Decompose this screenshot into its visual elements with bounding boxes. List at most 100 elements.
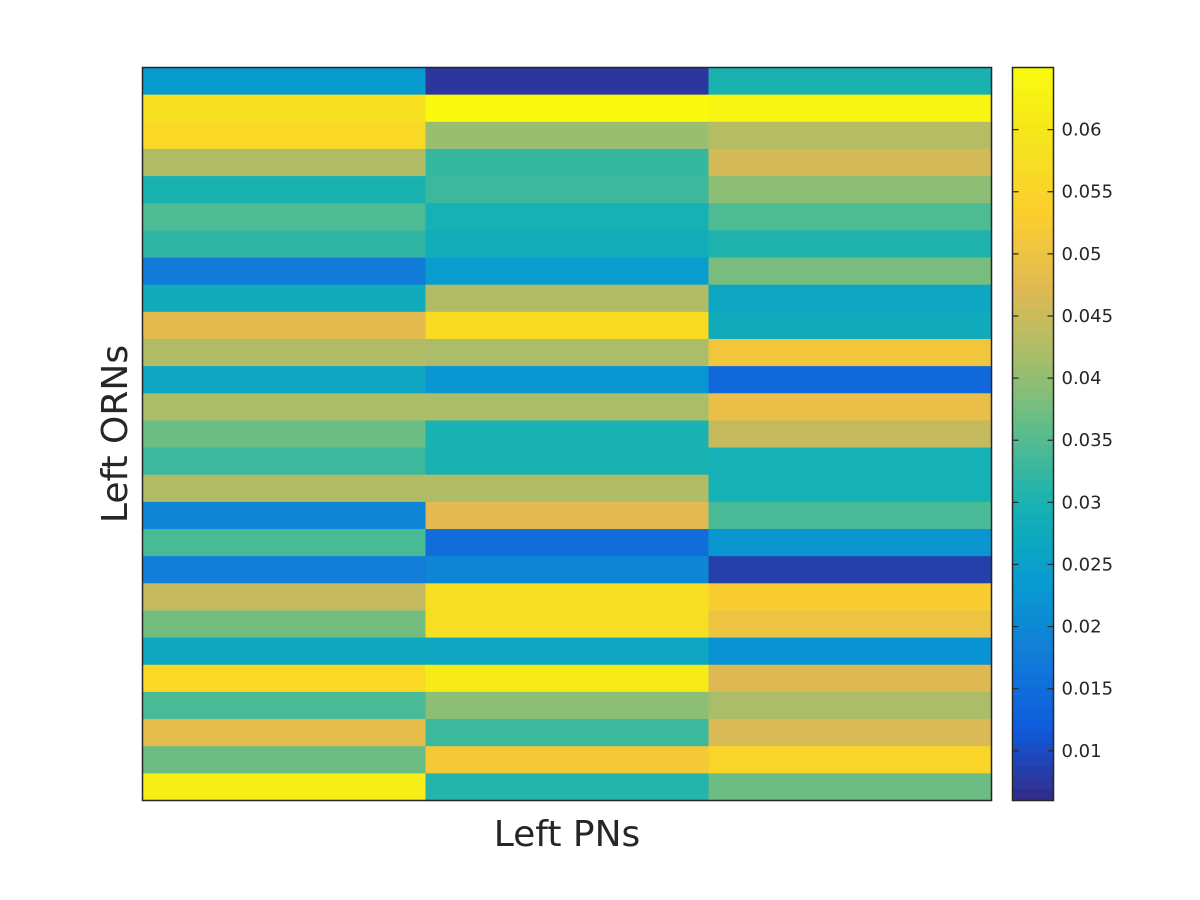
- heatmap-cell: [142, 176, 427, 204]
- colorbar-band: [1012, 434, 1054, 447]
- heatmap-cell: [708, 746, 993, 774]
- heatmap-cell: [142, 447, 427, 476]
- colorbar-tick-label: 0.06: [1062, 120, 1102, 141]
- heatmap-cell: [425, 556, 710, 584]
- colorbar-band: [1012, 330, 1054, 343]
- heatmap-cell: [425, 447, 710, 476]
- colorbar-band: [1012, 754, 1054, 767]
- heatmap-cell: [142, 529, 427, 557]
- heatmap-cell: [708, 420, 993, 449]
- heatmap-cell: [708, 366, 993, 394]
- heatmap-cell: [142, 338, 427, 367]
- heatmap-cell: [708, 393, 993, 422]
- heatmap-cell: [708, 583, 993, 612]
- heatmap-cell: [708, 67, 993, 96]
- heatmap-cell: [142, 420, 427, 449]
- heatmap-cell: [425, 637, 710, 666]
- colorbar-band: [1012, 525, 1054, 538]
- heatmap-cell: [142, 366, 427, 394]
- heatmap-cell: [142, 284, 427, 313]
- heatmap-cell: [708, 501, 993, 530]
- heatmap-cell: [142, 148, 427, 177]
- colorbar-band: [1012, 262, 1054, 275]
- heatmap-cell: [142, 393, 427, 422]
- colorbar-band: [1012, 147, 1054, 160]
- colorbar-tick-label: 0.015: [1062, 679, 1114, 700]
- colorbar-tick-label: 0.035: [1062, 430, 1114, 451]
- heatmap-cell: [425, 338, 710, 367]
- heatmap-cell: [708, 664, 993, 693]
- heatmap-cell: [142, 501, 427, 530]
- heatmap-cell: [142, 230, 427, 259]
- heatmap-cell: [142, 121, 427, 150]
- heatmap-cell: [708, 474, 993, 503]
- colorbar-band: [1012, 411, 1054, 424]
- heatmap-cell: [142, 719, 427, 747]
- heatmap-cell: [708, 284, 993, 313]
- colorbar-band: [1012, 216, 1054, 229]
- heatmap-cell: [708, 257, 993, 286]
- heatmap-cell: [425, 501, 710, 530]
- heatmap-cell: [708, 311, 993, 340]
- colorbar-band: [1012, 78, 1054, 91]
- heatmap-cell: [142, 664, 427, 693]
- colorbar-band: [1012, 353, 1054, 366]
- heatmap-cell: [425, 121, 710, 150]
- heatmap-cell: [425, 148, 710, 177]
- colorbar-band: [1012, 537, 1054, 550]
- colorbar-band: [1012, 617, 1054, 630]
- heatmap-cell: [425, 366, 710, 394]
- heatmap-cell: [425, 719, 710, 747]
- colorbar-band: [1012, 239, 1054, 252]
- colorbar-band: [1012, 456, 1054, 469]
- colorbar-band: [1012, 640, 1054, 653]
- heatmap-cell: [708, 529, 993, 557]
- y-axis-label: Left ORNs: [95, 345, 136, 523]
- colorbar-band: [1012, 159, 1054, 172]
- colorbar-band: [1012, 204, 1054, 217]
- colorbar-band: [1012, 170, 1054, 183]
- colorbar-band: [1012, 663, 1054, 676]
- colorbar-tick-label: 0.045: [1062, 306, 1114, 327]
- heatmap-cell: [425, 691, 710, 720]
- heatmap-cell: [142, 474, 427, 503]
- heatmap-cell: [708, 121, 993, 150]
- heatmap-cell: [142, 556, 427, 584]
- colorbar-band: [1012, 479, 1054, 492]
- colorbar: [1012, 67, 1054, 802]
- colorbar-band: [1012, 720, 1054, 733]
- colorbar-tick-label: 0.03: [1062, 492, 1102, 513]
- heatmap-cell: [708, 447, 993, 476]
- colorbar-band: [1012, 548, 1054, 561]
- heatmap-cell: [425, 773, 710, 802]
- heatmap-cell: [425, 67, 710, 96]
- heatmap-cell: [142, 691, 427, 720]
- colorbar-band: [1012, 708, 1054, 721]
- heatmap-cell: [425, 474, 710, 503]
- colorbar-frame: [1011, 66, 1055, 802]
- heatmap-cell: [142, 257, 427, 286]
- heatmap-cell: [142, 583, 427, 612]
- colorbar-tick-label: 0.05: [1062, 244, 1102, 265]
- heatmap-cell: [708, 230, 993, 259]
- colorbar-band: [1012, 113, 1054, 126]
- colorbar-band: [1012, 296, 1054, 309]
- colorbar-band: [1012, 285, 1054, 298]
- colorbar-band: [1012, 491, 1054, 504]
- colorbar-band: [1012, 399, 1054, 412]
- plot-frame: [141, 66, 993, 802]
- colorbar-band: [1012, 559, 1054, 573]
- colorbar-band: [1012, 674, 1054, 687]
- heatmap-cell: [708, 176, 993, 204]
- heatmap-cell: [425, 311, 710, 340]
- heatmap-cell: [142, 67, 427, 96]
- heatmap-cell: [425, 393, 710, 422]
- x-axis-label: Left PNs: [494, 814, 641, 855]
- colorbar-band: [1012, 365, 1054, 378]
- heatmap-cell: [425, 746, 710, 774]
- heatmap-cell: [708, 148, 993, 177]
- colorbar-band: [1012, 594, 1054, 607]
- colorbar-band: [1012, 697, 1054, 710]
- colorbar-band: [1012, 789, 1054, 802]
